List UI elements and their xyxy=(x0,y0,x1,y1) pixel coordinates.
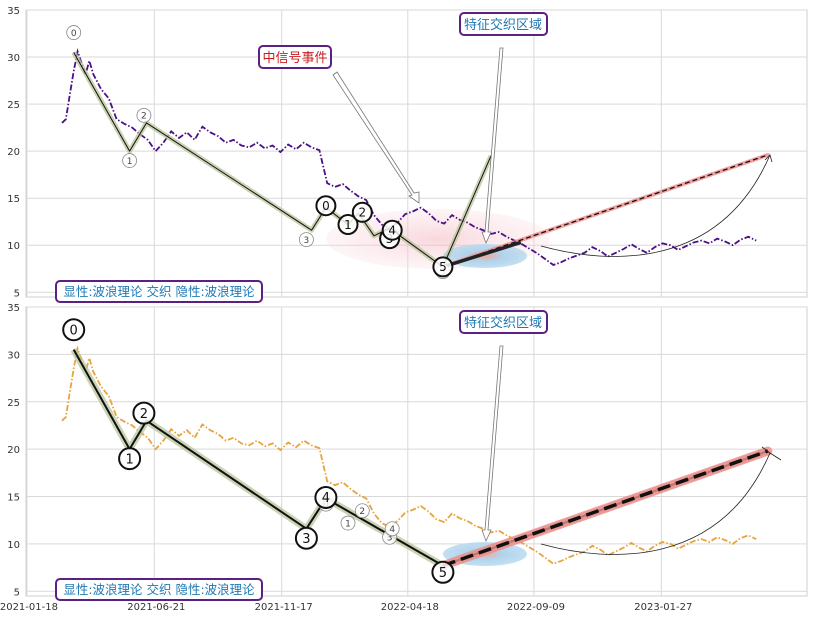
wave-marker-label: 3 xyxy=(304,236,310,246)
wave-marker-label: 4 xyxy=(322,491,330,506)
signal-event-arrow xyxy=(332,71,420,204)
wave-marker-label: 2 xyxy=(359,507,365,517)
x-tick-label: 2021-06-21 xyxy=(127,602,185,613)
curved-connector-head-top xyxy=(764,154,773,163)
y-tick-label: 35 xyxy=(7,303,20,314)
wave-marker-circle xyxy=(384,521,400,537)
wave-marker-label: 1 xyxy=(125,452,133,467)
y-tick-label: 35 xyxy=(7,6,20,17)
y-tick-label: 20 xyxy=(7,147,20,158)
signal-event-label: 中信号事件 xyxy=(258,45,332,69)
wave-marker-circle xyxy=(337,214,359,236)
y-tick-label: 10 xyxy=(7,241,20,252)
wave-marker-label: 1 xyxy=(127,157,133,167)
method-label-bottom: 显性:波浪理论 交织 隐性:波浪理论 xyxy=(55,578,263,601)
wave-marker-circle xyxy=(431,560,455,584)
y-tick-label: 15 xyxy=(7,493,20,504)
interweave-region-label-bottom: 特征交织区域 xyxy=(459,310,548,334)
interweave-arrow-bottom xyxy=(481,345,504,543)
x-tick-label: 2022-04-18 xyxy=(381,602,439,613)
y-tick-label: 5 xyxy=(14,587,20,598)
wave-marker-circle xyxy=(298,232,314,248)
wave-marker-label: 1 xyxy=(345,519,351,529)
wave-marker-circle xyxy=(62,318,86,342)
y-tick-label: 25 xyxy=(7,100,20,111)
curved-connector-top xyxy=(540,154,771,257)
method-label-top: 显性:波浪理论 交织 隐性:波浪理论 xyxy=(55,280,263,303)
y-axis-ticks-bottom: 5 10 15 20 25 30 35 xyxy=(7,303,20,598)
projection-top xyxy=(440,152,770,269)
wave-marker-circle xyxy=(354,503,370,519)
wave-marker-label: 0 xyxy=(322,199,330,213)
interweave-region-text-top: 特征交织区域 xyxy=(464,17,542,33)
wave-marker-label: 0 xyxy=(70,323,78,338)
y-tick-label: 20 xyxy=(7,445,20,456)
wave-marker-circle xyxy=(132,401,156,425)
wave-marker-circle xyxy=(136,107,152,123)
y-tick-label: 10 xyxy=(7,540,20,551)
x-tick-label: 2021-11-17 xyxy=(255,602,313,613)
projection-bottom xyxy=(438,446,773,571)
projection-start-segment xyxy=(442,240,522,269)
wave-marker-label: 1 xyxy=(344,218,352,232)
price-line xyxy=(61,345,757,565)
curved-connector-head-bottom xyxy=(761,446,782,461)
wave-marker-label: 5 xyxy=(439,260,447,274)
wave-marker-circle xyxy=(118,447,142,471)
wave-marker-label: 3 xyxy=(302,532,310,547)
method-label-text-top: 显性:波浪理论 交织 隐性:波浪理论 xyxy=(63,284,255,299)
y-tick-label: 5 xyxy=(14,288,20,299)
wave-marker-circle xyxy=(122,153,138,168)
interweave-region-label-top: 特征交织区域 xyxy=(459,12,548,36)
curved-connector-bottom xyxy=(540,452,771,555)
y-tick-label: 30 xyxy=(7,53,20,64)
y-axis-ticks-top: 5 10 15 20 25 30 35 xyxy=(7,6,20,299)
x-axis-ticks: 2021-01-18 2021-06-21 2021-11-17 2022-04-18… xyxy=(0,602,692,613)
wave-marker-label: 4 xyxy=(389,525,395,535)
wave-marker-circle xyxy=(340,515,356,531)
y-tick-label: 15 xyxy=(7,194,20,205)
x-tick-label: 2022-09-09 xyxy=(507,602,565,613)
wave-marker-label: 0 xyxy=(71,29,77,39)
wave-marker-circle xyxy=(381,219,403,241)
wave-marker-circle xyxy=(66,25,82,40)
wave-marker-circle xyxy=(314,485,338,509)
wave-marker-label: 2 xyxy=(358,206,366,220)
wave-marker-label: 2 xyxy=(140,407,148,422)
price-series-bottom xyxy=(61,345,757,565)
x-tick-label: 2021-01-18 xyxy=(0,602,58,613)
wave-marker-circle xyxy=(351,201,373,223)
method-label-text-bottom: 显性:波浪理论 交织 隐性:波浪理论 xyxy=(63,582,255,597)
wave-marker-circle xyxy=(315,195,337,217)
interweave-arrow-top xyxy=(481,47,504,245)
x-tick-label: 2023-01-27 xyxy=(634,602,692,613)
signal-event-text: 中信号事件 xyxy=(262,51,327,66)
wave-marker-label: 5 xyxy=(439,566,447,581)
interweave-region-text-bottom: 特征交织区域 xyxy=(464,315,542,331)
y-tick-label: 25 xyxy=(7,398,20,409)
wave-marker-label: 2 xyxy=(141,112,147,122)
wave-marker-circle xyxy=(432,256,454,278)
projection-line xyxy=(442,449,769,568)
wave-marker-circle xyxy=(294,526,318,550)
y-tick-label: 30 xyxy=(7,350,20,361)
wave-marker-label: 4 xyxy=(388,224,396,238)
wave-marker-label: 3 xyxy=(387,533,393,543)
